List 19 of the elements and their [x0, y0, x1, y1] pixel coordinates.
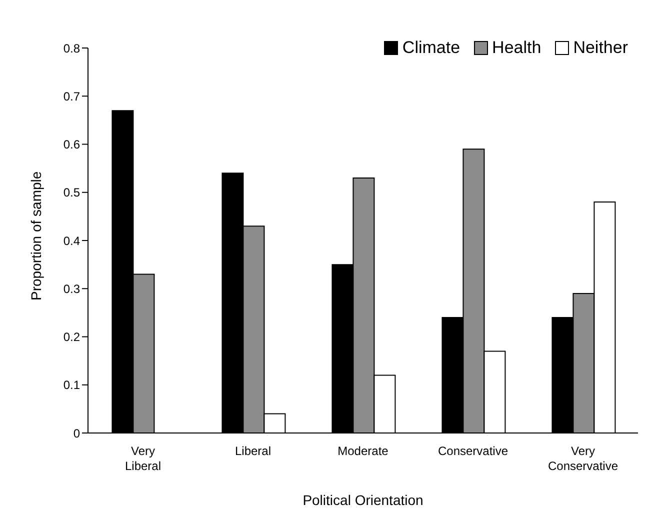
- x-tick-label: Very Liberal: [124, 444, 162, 473]
- y-tick-label: 0.3: [63, 282, 80, 296]
- y-tick-label: 0.7: [63, 89, 80, 104]
- y-tick-label: 0.5: [63, 186, 80, 200]
- y-axis-title: Proportion of sample: [28, 171, 44, 300]
- y-tick-label: 0.4: [63, 234, 80, 248]
- legend-label: Neither: [572, 38, 628, 58]
- x-tick-label: Moderate: [338, 444, 389, 458]
- y-tick-label: 0.8: [63, 41, 80, 56]
- x-tick-label: Conservative: [438, 444, 508, 458]
- y-tick-label: 0.2: [63, 330, 80, 344]
- x-tick-label: Very Conservative: [548, 444, 618, 473]
- legend-label: Climate: [401, 38, 460, 58]
- y-tick-label: 0: [73, 426, 80, 440]
- x-tick-label: Liberal: [234, 444, 272, 458]
- y-tick-label: 0.1: [63, 378, 80, 392]
- legend-label: Health: [491, 38, 542, 58]
- y-tick-label: 0.6: [63, 138, 80, 152]
- x-axis-title: Political Orientation: [302, 492, 424, 508]
